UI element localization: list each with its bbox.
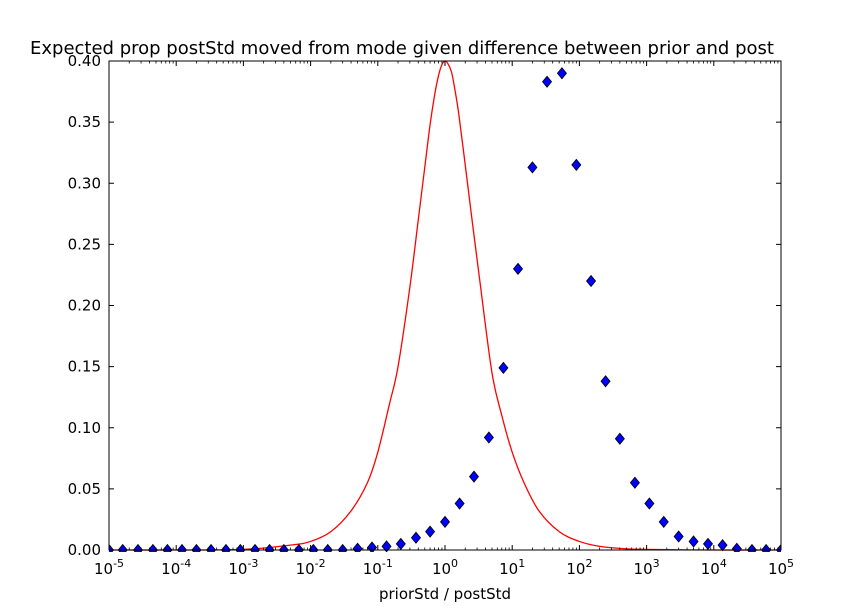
y-tick-label: 0.25 xyxy=(68,235,101,253)
data-point xyxy=(468,470,480,483)
data-point xyxy=(512,262,524,275)
data-point xyxy=(439,515,451,529)
data-point xyxy=(542,75,553,88)
x-tick-label: 10-3 xyxy=(228,557,258,578)
data-point xyxy=(658,515,669,529)
data-point xyxy=(498,361,509,374)
y-tick-label: 0.05 xyxy=(68,480,101,498)
data-point xyxy=(717,538,728,552)
y-tick-label: 0.30 xyxy=(68,174,101,192)
data-point xyxy=(673,530,684,543)
data-point xyxy=(395,537,406,551)
x-tick-label: 10-5 xyxy=(94,557,124,578)
x-tick-label: 102 xyxy=(566,557,592,578)
y-tick-label: 0.40 xyxy=(68,52,101,70)
x-tick-label: 104 xyxy=(701,557,727,578)
tick-layer: 0.00 0.05 0.10 0.15 0.20 0.25 0.30 0.35 0.40 10-5… xyxy=(68,52,794,578)
data-point xyxy=(381,540,392,552)
x-tick-label: 101 xyxy=(499,557,525,578)
x-tick-label: 105 xyxy=(768,557,794,578)
data-point xyxy=(366,541,378,552)
data-point xyxy=(600,375,611,388)
y-tick-label: 0.00 xyxy=(68,541,101,559)
data-point xyxy=(644,497,655,510)
x-tick-label: 10-1 xyxy=(363,557,393,578)
data-point xyxy=(688,535,699,548)
x-tick-label: 10-2 xyxy=(296,557,326,578)
y-tick-label: 0.35 xyxy=(68,113,101,131)
y-tick-label: 0.10 xyxy=(68,419,101,437)
data-point xyxy=(483,431,494,444)
data-point xyxy=(556,67,567,80)
data-point xyxy=(702,537,714,551)
data-point xyxy=(629,476,640,489)
data-point xyxy=(454,497,465,510)
x-tick-label: 100 xyxy=(432,557,458,578)
axes-frame xyxy=(108,60,782,551)
data-point xyxy=(614,432,625,445)
series-layer xyxy=(109,60,781,552)
data-point xyxy=(410,531,422,544)
x-tick-label: 10-4 xyxy=(161,557,191,578)
x-axis-label: priorStd / postStd xyxy=(379,585,511,603)
data-point xyxy=(425,525,436,538)
chart-title: Expected prop postStd moved from mode gi… xyxy=(30,38,774,59)
y-tick-label: 0.15 xyxy=(68,358,101,376)
y-tick-label: 0.20 xyxy=(68,297,101,315)
data-point xyxy=(586,274,597,288)
x-tick-label: 103 xyxy=(634,557,660,578)
series-line-0 xyxy=(109,60,781,551)
data-point xyxy=(527,161,538,174)
data-point xyxy=(571,158,582,172)
